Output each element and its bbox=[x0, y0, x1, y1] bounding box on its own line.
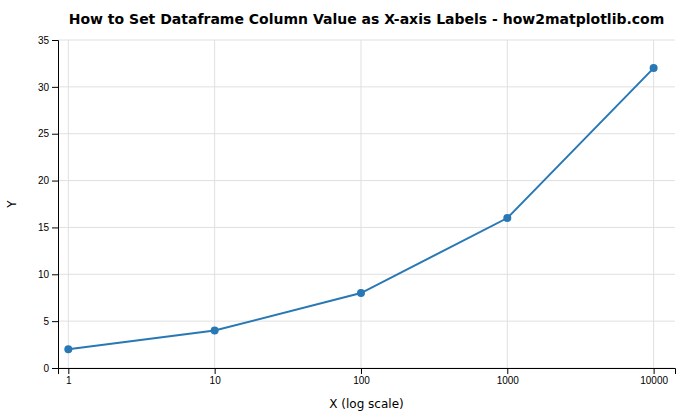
grid-line bbox=[214, 40, 215, 368]
tick-mark bbox=[68, 368, 69, 374]
chart: 1 10 100 1000 10000 0 5 10 15 20 25 30 35 How to Set … bbox=[0, 0, 700, 420]
grid-line bbox=[58, 133, 675, 134]
grid bbox=[58, 40, 675, 368]
point bbox=[650, 64, 658, 72]
grid-line bbox=[58, 227, 675, 228]
tick: 25 bbox=[38, 128, 58, 139]
tick-mark bbox=[52, 321, 58, 322]
point bbox=[64, 345, 72, 353]
tick-mark bbox=[654, 368, 655, 374]
tick-mark bbox=[52, 227, 58, 228]
axis-line bbox=[52, 41, 59, 369]
tick-label: 35 bbox=[38, 35, 50, 46]
tick: 100 bbox=[353, 368, 370, 386]
tick: 30 bbox=[38, 82, 58, 93]
grid-line bbox=[58, 86, 675, 87]
tick-mark bbox=[215, 368, 216, 374]
tick-label: 30 bbox=[38, 82, 50, 93]
tick: 10 bbox=[210, 368, 222, 386]
tick-mark bbox=[52, 274, 58, 275]
tick-mark bbox=[52, 134, 58, 135]
y-axis-title: Y bbox=[5, 200, 19, 209]
tick: 15 bbox=[38, 222, 58, 233]
point bbox=[503, 214, 511, 222]
line bbox=[68, 68, 653, 349]
series bbox=[64, 64, 657, 353]
tick-label: 5 bbox=[43, 316, 49, 327]
tick-mark bbox=[361, 368, 362, 374]
tick-mark bbox=[52, 87, 58, 88]
point bbox=[357, 289, 365, 297]
tick: 5 bbox=[43, 316, 58, 327]
tick: 10000 bbox=[640, 368, 668, 386]
grid-line bbox=[58, 40, 675, 41]
tick: 35 bbox=[38, 35, 58, 46]
tick-mark bbox=[52, 181, 58, 182]
title: How to Set Dataframe Column Value as X-a… bbox=[69, 11, 665, 27]
tick: 10 bbox=[38, 269, 58, 280]
tick-label: 10 bbox=[38, 269, 50, 280]
grid-line bbox=[58, 274, 675, 275]
tick: 0 bbox=[43, 363, 58, 374]
tick-label: 10 bbox=[210, 375, 222, 386]
grid-line bbox=[507, 40, 508, 368]
tick-label: 10000 bbox=[640, 375, 668, 386]
tick: 20 bbox=[38, 175, 58, 186]
tick-mark bbox=[507, 368, 508, 374]
y-axis: 0 5 10 15 20 25 30 35 bbox=[38, 35, 59, 374]
grid-line bbox=[58, 180, 675, 181]
tick-label: 1000 bbox=[497, 375, 520, 386]
tick-label: 20 bbox=[38, 175, 50, 186]
tick: 1 bbox=[66, 368, 72, 386]
point bbox=[211, 327, 219, 335]
grid-line bbox=[360, 40, 361, 368]
tick-label: 1 bbox=[66, 375, 72, 386]
tick-mark bbox=[52, 40, 58, 41]
grid-line bbox=[58, 321, 675, 322]
tick-mark bbox=[52, 368, 58, 369]
tick-label: 25 bbox=[38, 128, 50, 139]
tick-label: 100 bbox=[353, 375, 370, 386]
x-axis-title: X (log scale) bbox=[329, 397, 403, 411]
grid-line bbox=[653, 40, 654, 368]
tick-label: 15 bbox=[38, 222, 50, 233]
axis-line bbox=[59, 369, 676, 375]
x-axis: 1 10 100 1000 10000 bbox=[59, 368, 676, 386]
plot: 1 10 100 1000 10000 0 5 10 15 20 25 30 35 bbox=[38, 35, 676, 386]
tick-label: 0 bbox=[43, 363, 49, 374]
grid-line bbox=[68, 40, 69, 368]
tick: 1000 bbox=[497, 368, 520, 386]
